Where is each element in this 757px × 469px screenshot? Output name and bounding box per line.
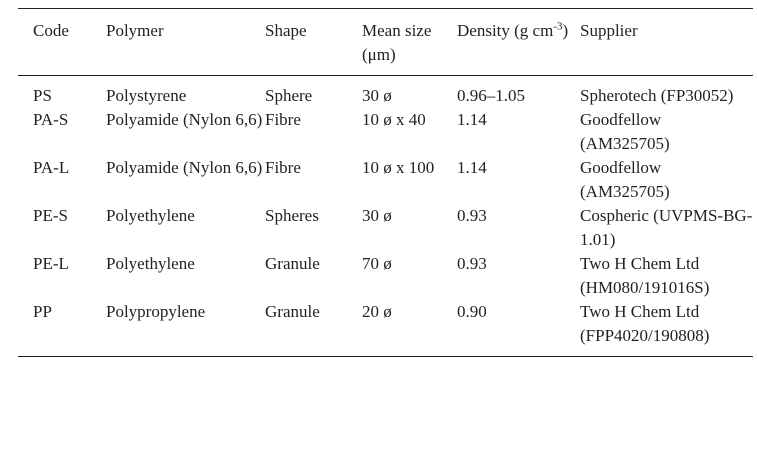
header-cell: Polymer <box>106 21 164 40</box>
table-row: PP Polypropylene Granule 20 ø 0.90 Two H Chem… <box>18 300 753 357</box>
table-cell: Two H Chem Ltd (HM080/191016S) <box>580 254 710 297</box>
table-cell: 0.96–1.05 <box>457 86 525 105</box>
header-cell: Supplier <box>580 21 638 40</box>
table-cell: Spheres <box>265 206 319 225</box>
table-cell: Goodfellow (AM325705) <box>580 110 670 153</box>
table-cell: Sphere <box>265 86 313 105</box>
table-row: PE-S Polyethylene Spheres 30 ø 0.93 Cospheric… <box>18 204 753 252</box>
header-row: Code Polymer Shape Mean size (μm) Density (g… <box>18 8 753 76</box>
table-cell: Polypropylene <box>106 302 206 321</box>
header-cell: Density (g cm-3) <box>457 9 580 76</box>
table-cell: 30 ø <box>362 206 392 225</box>
data-table: Code Polymer Shape Mean size (μm) Density (g… <box>18 8 753 357</box>
table-cell: PP <box>33 302 52 321</box>
table-cell: Spherotech (FP30052) <box>580 86 734 105</box>
table-cell: 30 ø <box>362 86 392 105</box>
table-cell: 0.93 <box>457 254 487 273</box>
table-cell: 0.93 <box>457 206 487 225</box>
table-cell: PE-S <box>33 206 68 225</box>
table-cell: 10 ø x 100 <box>362 158 435 177</box>
table-cell: Polyethylene <box>106 254 195 273</box>
table-row: PA-S Polyamide (Nylon 6,6) Fibre 10 ø x 40 1… <box>18 108 753 156</box>
header-cell: Code <box>33 21 69 40</box>
table-cell: PS <box>33 86 52 105</box>
header-cell: Shape <box>265 21 307 40</box>
table-cell: Granule <box>265 254 320 273</box>
table-cell: Polyethylene <box>106 206 195 225</box>
table-cell: Polyamide (Nylon 6,6) <box>106 158 263 177</box>
table-cell: Fibre <box>265 158 301 177</box>
table-body: PS Polystyrene Sphere 30 ø 0.96–1.05 Spherote… <box>18 76 753 357</box>
table-cell: Cospheric (UVPMS-BG-1.01) <box>580 206 753 249</box>
header-cell: Mean size (μm) <box>362 21 432 64</box>
superscript: -3 <box>553 20 563 33</box>
table-cell: PE-L <box>33 254 69 273</box>
table-cell: 10 ø x 40 <box>362 110 426 129</box>
header-text: Density (g cm <box>457 21 554 40</box>
table-cell: PA-L <box>33 158 70 177</box>
table-cell: 20 ø <box>362 302 392 321</box>
table-cell: 0.90 <box>457 302 487 321</box>
table-cell: Granule <box>265 302 320 321</box>
table-cell: 1.14 <box>457 110 487 129</box>
table-row: PE-L Polyethylene Granule 70 ø 0.93 Two H Che… <box>18 252 753 300</box>
table-cell: Goodfellow (AM325705) <box>580 158 670 201</box>
header-text: ) <box>562 21 569 40</box>
table-row: PS Polystyrene Sphere 30 ø 0.96–1.05 Spherote… <box>18 76 753 109</box>
table-cell: Two H Chem Ltd (FPP4020/190808) <box>580 302 710 345</box>
table-cell: Polyamide (Nylon 6,6) <box>106 110 263 129</box>
table-cell: 70 ø <box>362 254 392 273</box>
table-cell: Fibre <box>265 110 301 129</box>
table-cell: Polystyrene <box>106 86 187 105</box>
table-row: PA-L Polyamide (Nylon 6,6) Fibre 10 ø x 100… <box>18 156 753 204</box>
table-cell: 1.14 <box>457 158 487 177</box>
table-cell: PA-S <box>33 110 69 129</box>
